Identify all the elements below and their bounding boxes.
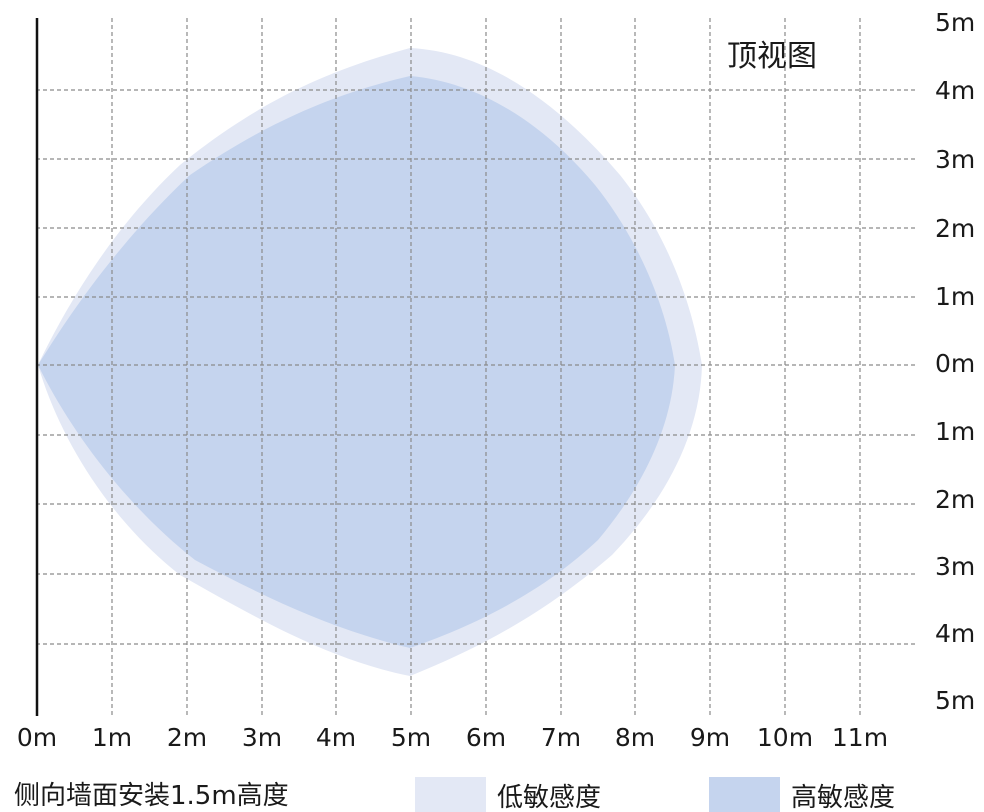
y-tick-label: 0m [935, 349, 975, 378]
x-tick-label: 3m [242, 723, 282, 752]
y-tick-label: 1m [935, 282, 975, 311]
legend: 低敏感度 高敏感度 [415, 777, 895, 812]
x-tick-label: 2m [167, 723, 207, 752]
x-tick-label: 6m [466, 723, 506, 752]
x-tick-label: 9m [690, 723, 730, 752]
grid [36, 18, 918, 716]
legend-swatch-high [709, 777, 780, 812]
x-tick-label: 4m [316, 723, 356, 752]
y-tick-label: 3m [935, 145, 975, 174]
y-tick-label: 5m [935, 8, 975, 37]
x-tick-label: 5m [391, 723, 431, 752]
y-tick-label: 4m [935, 619, 975, 648]
y-tick-label: 2m [935, 214, 975, 243]
x-tick-label: 0m [17, 723, 57, 752]
y-tick-label: 3m [935, 552, 975, 581]
legend-swatch-low [415, 777, 486, 812]
legend-label-low: 低敏感度 [497, 783, 601, 812]
y-tick-label: 1m [935, 417, 975, 446]
y-tick-label: 5m [935, 686, 975, 715]
high-sensitivity-zone [38, 76, 675, 648]
y-tick-label: 2m [935, 485, 975, 514]
y-axis-labels: 5m 4m 3m 2m 1m 0m 1m 2m 3m 4m 5m [935, 8, 975, 715]
x-tick-label: 8m [615, 723, 655, 752]
y-tick-label: 4m [935, 76, 975, 105]
x-tick-label: 10m [757, 723, 813, 752]
view-title: 顶视图 [727, 39, 817, 74]
mounting-caption: 侧向墙面安装1.5m高度 [14, 781, 289, 811]
legend-label-high: 高敏感度 [791, 783, 895, 812]
x-axis-labels: 0m 1m 2m 3m 4m 5m 6m 7m 8m 9m 10m 11m [17, 723, 888, 752]
x-tick-label: 1m [92, 723, 132, 752]
x-tick-label: 7m [541, 723, 581, 752]
x-tick-label: 11m [832, 723, 888, 752]
